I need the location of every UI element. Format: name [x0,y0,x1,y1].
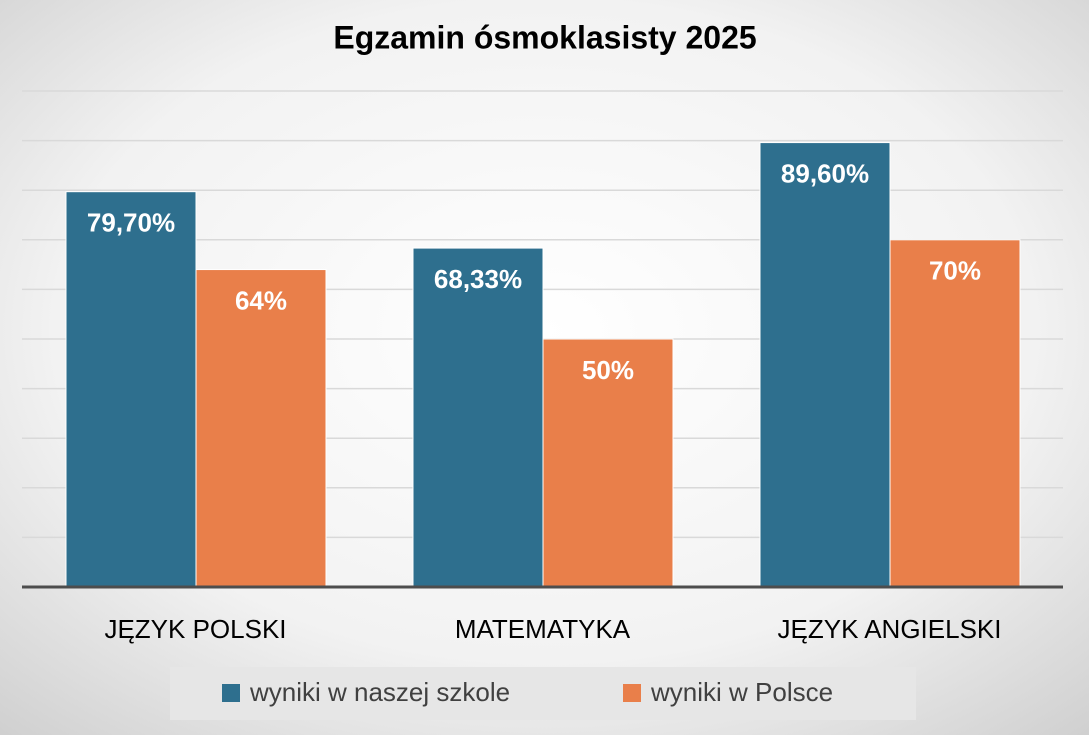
legend-label: wyniki w Polsce [650,677,833,707]
x-tick-label: MATEMATYKA [455,614,631,644]
bar [542,338,674,588]
data-label: 64% [235,285,287,315]
data-label: 70% [929,256,981,286]
data-label: 50% [582,355,634,385]
data-label: 89,60% [781,158,869,188]
bar [889,239,1021,588]
bar [65,191,197,588]
bar [412,247,544,588]
legend-swatch [222,684,240,702]
data-label: 68,33% [434,264,522,294]
x-tick-label: JĘZYK POLSKI [104,614,286,644]
bar [759,142,891,588]
bar [195,269,327,588]
legend-label: wyniki w naszej szkole [249,677,510,707]
data-label: 79,70% [87,208,175,238]
legend-box [170,667,916,720]
legend-swatch [623,684,641,702]
x-tick-label: JĘZYK ANGIELSKI [778,614,1002,644]
chart-title: Egzamin ósmoklasisty 2025 [333,19,756,55]
